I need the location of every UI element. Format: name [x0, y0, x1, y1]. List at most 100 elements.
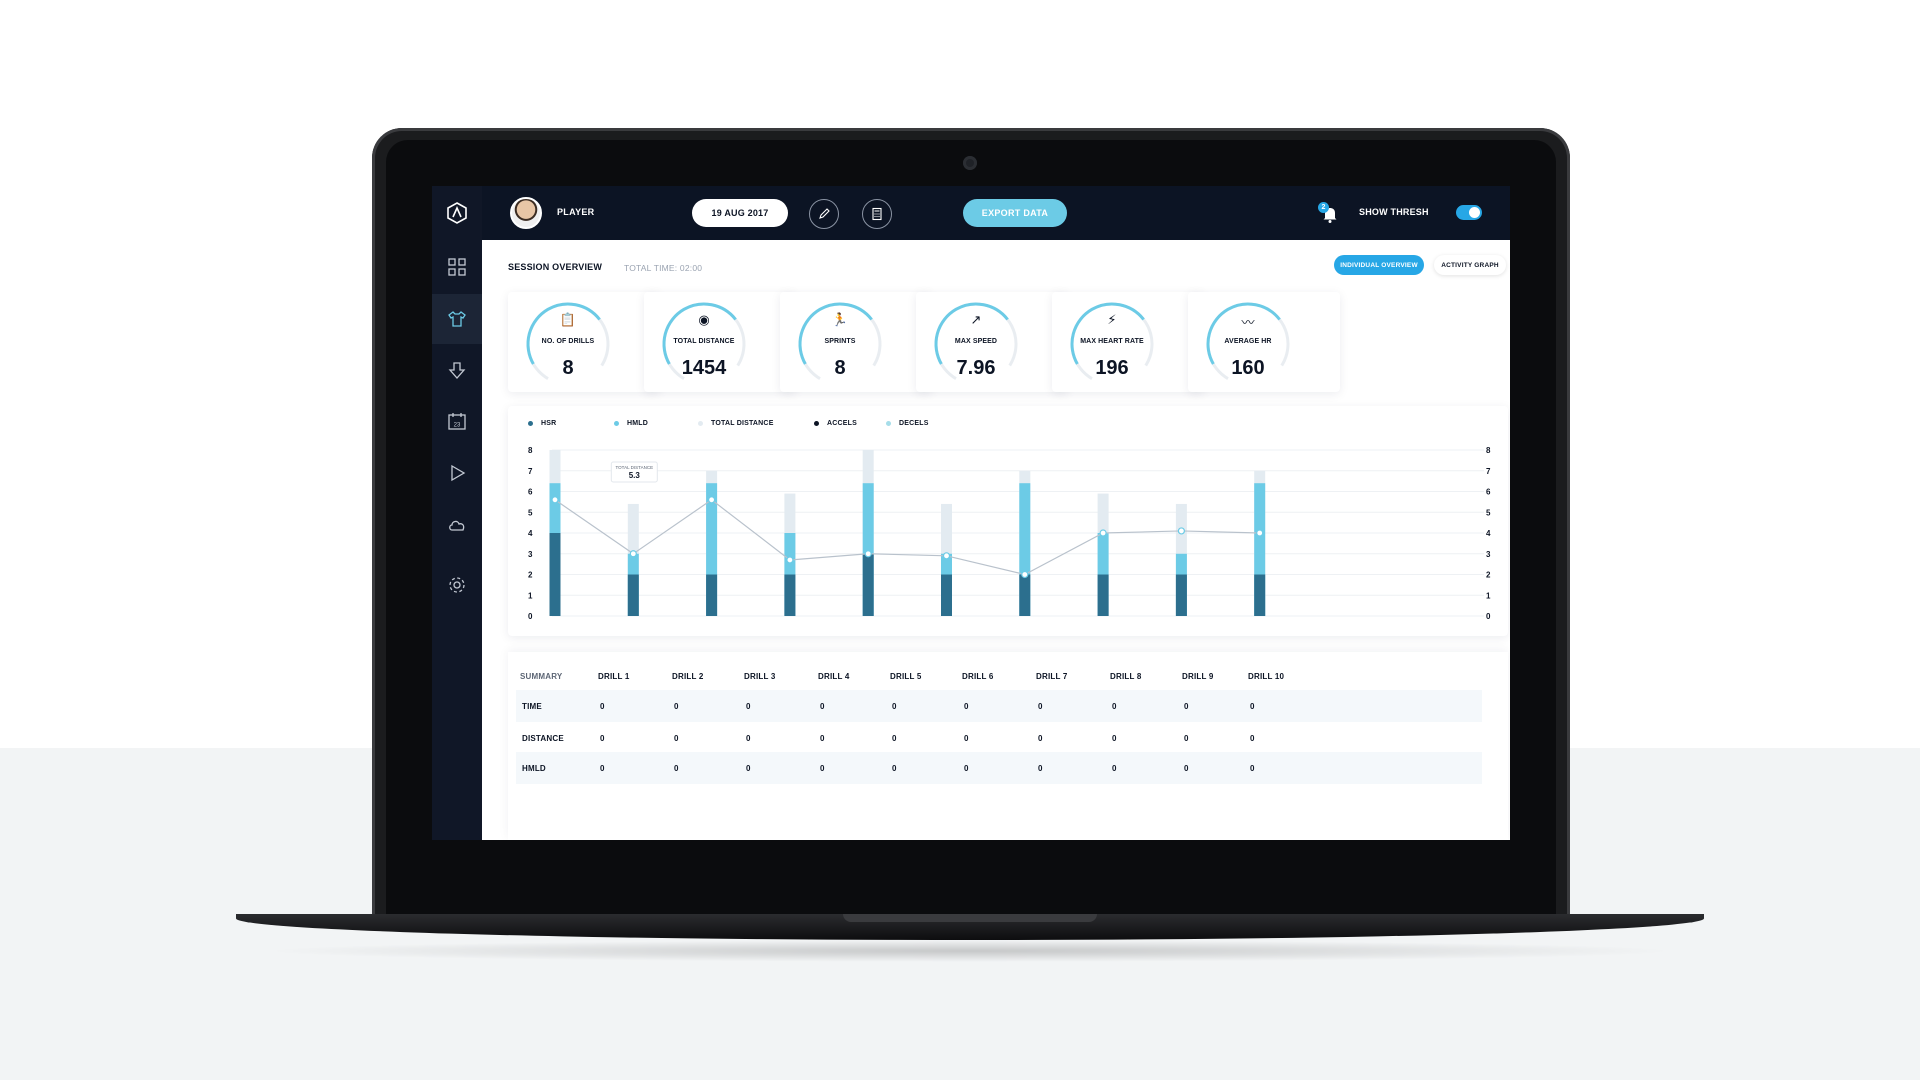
table-cell: 0 — [1184, 734, 1189, 743]
stat-ring — [526, 302, 610, 386]
bar-hsr[interactable] — [549, 533, 561, 616]
bolt-icon: ⚡ — [1107, 312, 1117, 327]
accels-point[interactable] — [1099, 529, 1107, 537]
stat-value: 8 — [562, 357, 574, 379]
sidebar-item-dashboard[interactable] — [432, 242, 482, 292]
avatar[interactable] — [510, 197, 542, 229]
main-content: SESSION OVERVIEW TOTAL TIME: 02:00 INDIV… — [482, 240, 1510, 840]
drill-header: DRILL 2 — [672, 672, 704, 681]
drill-header: DRILL 4 — [818, 672, 850, 681]
table-cell: 0 — [892, 764, 897, 773]
legend-item[interactable]: DECELS — [886, 420, 929, 427]
accels-point[interactable] — [942, 552, 951, 560]
bar-hsr[interactable] — [706, 574, 718, 617]
legend-item[interactable]: HSR — [528, 420, 556, 427]
bar-hsr[interactable] — [1019, 574, 1031, 617]
y-tick-label-right: 3 — [1486, 550, 1491, 559]
bar-hsr[interactable] — [1175, 574, 1187, 617]
laptop-shadow — [260, 940, 1680, 962]
bar-hsr[interactable] — [1254, 574, 1266, 617]
summary-header: SUMMARY — [520, 672, 563, 681]
tooltip-label: TOTAL DISTANCE — [616, 465, 654, 470]
accels-point[interactable] — [1256, 529, 1264, 537]
accels-point[interactable] — [708, 496, 716, 504]
table-cell: 0 — [892, 702, 897, 711]
activity-graph-button[interactable]: ACTIVITY GRAPH — [1434, 255, 1506, 275]
accels-point[interactable] — [1021, 570, 1029, 579]
calculator-button[interactable] — [862, 199, 892, 229]
stat-value: 7.96 — [956, 357, 996, 379]
sidebar-item-player[interactable] — [432, 294, 482, 344]
bar-hmld[interactable] — [706, 483, 718, 616]
legend-item[interactable]: HMLD — [614, 420, 648, 427]
bar-hsr[interactable] — [784, 574, 796, 617]
table-cell: 0 — [1184, 764, 1189, 773]
bar-hsr[interactable] — [627, 574, 639, 617]
drill-header: DRILL 3 — [744, 672, 776, 681]
bar-hmld[interactable] — [1254, 483, 1266, 616]
bar-hsr[interactable] — [941, 574, 952, 617]
accels-point[interactable] — [551, 496, 559, 504]
accels-point[interactable] — [864, 550, 872, 558]
bar-hsr[interactable] — [862, 553, 874, 616]
bar-hmld[interactable] — [1019, 483, 1031, 616]
accels-point[interactable] — [1177, 527, 1186, 535]
table-cell: 0 — [1112, 764, 1117, 773]
table-cell: 0 — [1112, 702, 1117, 711]
page-title: SESSION OVERVIEW — [508, 262, 603, 272]
edit-button[interactable] — [809, 199, 839, 229]
calendar-day: 23 — [454, 423, 461, 429]
y-tick-label-right: 6 — [1486, 488, 1491, 497]
table-cell: 0 — [1250, 702, 1255, 711]
drill-header: DRILL 9 — [1182, 672, 1214, 681]
table-cell: 0 — [600, 764, 605, 773]
sidebar-item-download[interactable] — [432, 346, 482, 396]
export-data-button[interactable]: EXPORT DATA — [963, 199, 1067, 227]
legend-dot — [614, 421, 619, 426]
show-thresh-toggle[interactable] — [1456, 205, 1482, 220]
sidebar-item-settings[interactable] — [432, 560, 482, 610]
sidebar-item-cloud[interactable] — [432, 500, 482, 550]
table-cell: 0 — [1038, 734, 1043, 743]
table-cell: 0 — [1250, 764, 1255, 773]
legend-item[interactable]: TOTAL DISTANCE — [698, 420, 774, 427]
table-cell: 0 — [600, 702, 605, 711]
drill-header: DRILL 7 — [1036, 672, 1068, 681]
laptop-notch — [843, 914, 1097, 922]
calculator-icon — [872, 207, 882, 221]
y-tick-label-left: 6 — [528, 488, 533, 497]
table-cell: 0 — [674, 764, 679, 773]
stat-label: MAX HEART RATE — [1080, 338, 1144, 345]
legend-item[interactable]: ACCELS — [814, 420, 857, 427]
accels-point[interactable] — [629, 550, 637, 558]
accels-point[interactable] — [786, 556, 794, 564]
date-selector[interactable]: 19 AUG 2017 — [692, 199, 788, 227]
accels-line — [554, 499, 1260, 576]
table-cell: 0 — [820, 764, 825, 773]
y-tick-label-left: 7 — [528, 467, 533, 476]
location-pin-icon: ◉ — [698, 312, 710, 327]
y-tick-label-right: 2 — [1486, 571, 1491, 580]
y-tick-label-right: 8 — [1486, 446, 1491, 455]
bar-hmld[interactable] — [862, 483, 874, 616]
download-icon — [448, 362, 466, 379]
y-tick-label-left: 3 — [528, 550, 533, 559]
play-icon — [451, 464, 466, 482]
app-logo[interactable] — [432, 186, 482, 240]
stat-card: 🏃 SPRINTS 8 — [780, 292, 932, 392]
y-tick-label-left: 0 — [528, 612, 533, 621]
calendar-icon: 23 — [448, 413, 466, 430]
stat-label: TOTAL DISTANCE — [673, 338, 735, 345]
bar-hsr[interactable] — [1097, 574, 1109, 617]
table-cell: 0 — [892, 734, 897, 743]
individual-overview-button[interactable]: INDIVIDUAL OVERVIEW — [1334, 255, 1424, 275]
sidebar-item-play[interactable] — [432, 448, 482, 498]
legend-label: HSR — [541, 420, 557, 427]
player-name: PLAYER — [557, 207, 595, 217]
y-tick-label-left: 8 — [528, 446, 533, 455]
legend-dot — [698, 421, 703, 426]
trend-up-icon: ↗ — [970, 312, 982, 327]
sidebar-item-calendar[interactable]: 23 — [432, 396, 482, 446]
drill-header: DRILL 8 — [1110, 672, 1142, 681]
